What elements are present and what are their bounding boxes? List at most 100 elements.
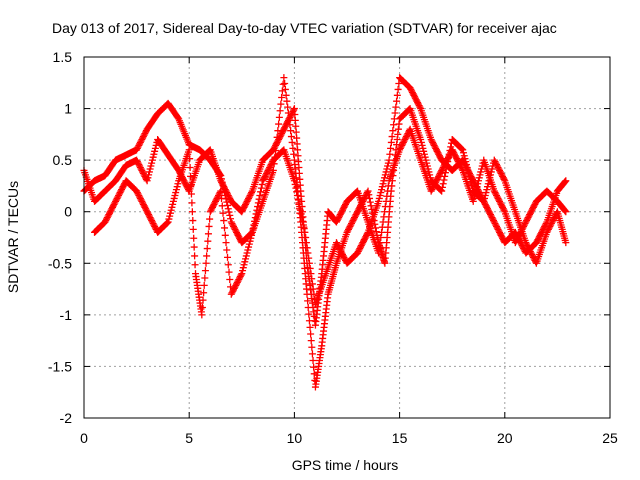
data-point-interp [367,202,375,210]
data-point-interp [204,237,212,245]
data-point-interp [289,144,297,152]
data-point-interp [438,183,446,191]
data-point-interp [199,296,207,304]
data-point-interp [198,303,206,311]
plot-frame [83,56,611,419]
data-point-interp [370,217,378,225]
data-point-interp [372,224,380,232]
data-point-interp [306,323,314,331]
data-point-interp [258,180,266,188]
data-point [198,311,206,319]
data-point-interp [379,218,387,226]
data-point-interp [381,203,389,211]
data-point-interp [405,105,413,113]
data-point-interp [188,199,196,207]
data-point-interp [390,121,398,129]
data-point-interp [278,94,286,102]
data-point-interp [392,103,400,111]
data-point-interp [282,91,290,99]
data-point-interp [500,206,508,214]
data-point-interp [384,182,392,190]
y-tick-label: -1 [60,307,73,323]
data-point [562,239,570,247]
data-point-interp [378,228,386,236]
data-point-interp [304,297,312,305]
data-point-interp [163,220,171,228]
data-point-interp [372,228,380,236]
data-point-interp [288,138,296,146]
data-point-interp [187,172,195,180]
data-point-interp [276,107,284,115]
x-tick-label: 0 [80,430,88,446]
data-point [290,105,298,113]
data-point-interp [381,208,389,216]
data-point-interp [203,245,211,253]
data-point-interp [366,194,374,202]
data-point-interp [294,158,302,166]
x-tick-label: 10 [287,430,303,446]
y-tick-label: -0.5 [48,255,72,271]
data-point-interp [281,80,289,88]
data-point-interp [388,133,396,141]
data-point-interp [221,231,229,239]
data-point-interp [203,252,211,260]
data-point-interp [395,80,403,88]
data-point-interp [270,160,278,168]
data-point-interp [190,234,198,242]
data-point [562,208,570,216]
y-tick-label: 1 [64,101,72,117]
data-point-interp [142,175,150,183]
data-point-interp [225,208,233,216]
data-point-interp [218,202,226,210]
data-point-interp [308,343,316,351]
data-point-interp [307,330,315,338]
data-point [269,166,277,174]
data-point-interp [202,259,210,267]
data-point-interp [189,225,197,233]
data-points-layer [80,74,570,391]
data-point-interp [218,194,226,202]
data-point-interp [294,152,302,160]
data-point [364,187,372,195]
data-point-interp [254,203,262,211]
data-point-interp [237,271,245,279]
data-point-interp [224,205,232,213]
data-point-interp [200,289,208,297]
data-point-interp [365,191,373,199]
data-point-interp [189,217,197,225]
data-point-interp [371,220,379,228]
data-point-interp [305,310,313,318]
data-point-interp [224,261,232,269]
data-point-interp [188,208,196,216]
x-tick-label: 20 [497,430,513,446]
data-point-interp [227,215,235,223]
data-point-interp [201,267,209,275]
data-point-interp [378,223,386,231]
data-point-interp [393,91,401,99]
x-axis-label: GPS time / hours [292,457,399,473]
data-point-interp [277,100,285,108]
data-point-interp [219,209,227,217]
data-point-interp [225,268,233,276]
y-tick-label: 0.5 [53,152,73,168]
data-point-interp [439,180,447,188]
data-point-interp [221,224,229,232]
data-point-interp [222,239,230,247]
data-point [280,74,288,82]
data-point-interp [383,192,391,200]
y-tick-label: 0 [64,204,72,220]
data-point-interp [279,147,287,155]
data-point-interp [500,175,508,183]
data-point-interp [308,350,316,358]
data-point-interp [386,150,394,158]
chart-title: Day 013 of 2017, Sidereal Day-to-day VTE… [52,20,557,36]
data-point-interp [279,80,287,88]
data-point-interp [163,219,171,227]
data-point-interp [275,120,283,128]
data-point-interp [416,103,424,111]
data-point-interp [363,230,371,238]
data-point-interp [394,85,402,93]
data-point-interp [310,370,318,378]
data-point-interp [201,274,209,282]
data-point-interp [205,147,213,155]
